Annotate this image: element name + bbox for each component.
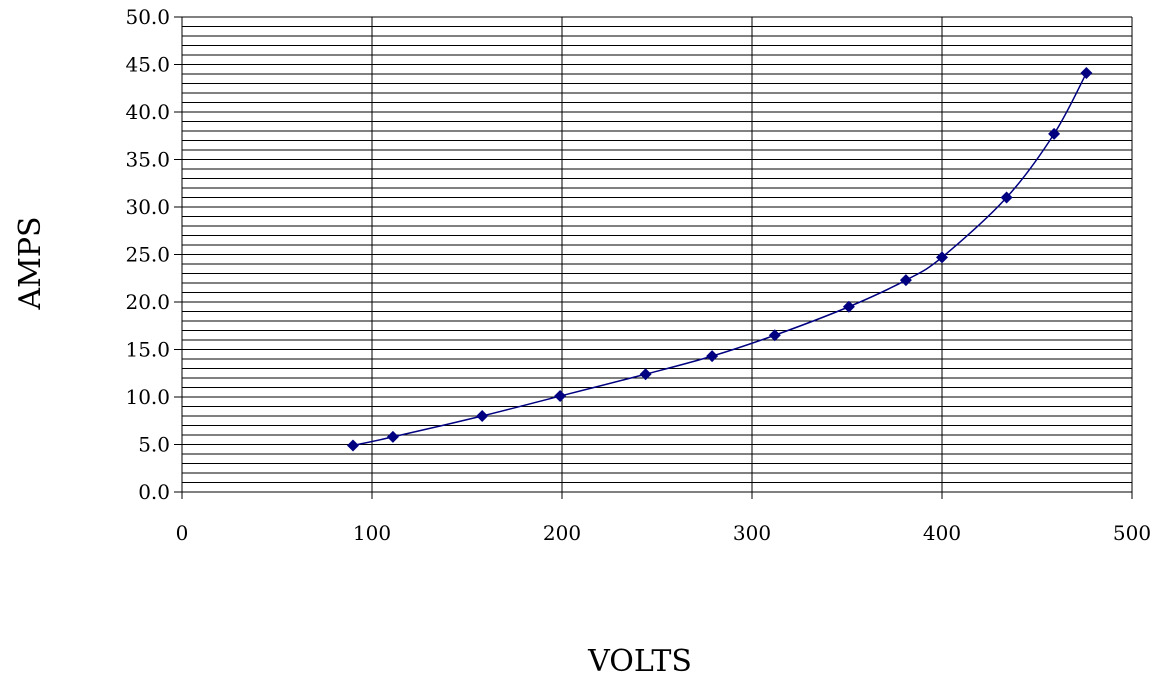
data-point-marker — [347, 439, 359, 452]
y-tick-label: 25.0 — [125, 243, 170, 267]
data-point-marker — [936, 251, 948, 264]
y-tick-label: 45.0 — [125, 53, 170, 77]
data-point-marker — [554, 390, 567, 403]
y-tick-label: 0.0 — [138, 480, 170, 504]
y-tick-label: 15.0 — [125, 338, 170, 362]
x-tick-label: 400 — [923, 521, 961, 545]
axes — [174, 16, 1133, 499]
data-point-marker — [1000, 191, 1013, 204]
y-tick-label: 30.0 — [125, 195, 170, 219]
x-tick-label: 500 — [1113, 521, 1151, 545]
data-point-marker — [899, 274, 912, 287]
y-tick-label: 35.0 — [125, 148, 170, 172]
x-axis-title: VOLTS — [587, 644, 692, 675]
data-point-marker — [476, 410, 489, 422]
data-point-marker — [768, 329, 781, 342]
x-tick-label: 100 — [353, 521, 391, 545]
x-tick-label: 300 — [733, 521, 771, 545]
data-point-marker — [1048, 127, 1061, 140]
series — [347, 67, 1093, 452]
y-tick-label: 40.0 — [125, 100, 170, 124]
data-point-marker — [1080, 67, 1093, 80]
data-point-marker — [639, 368, 652, 381]
grid — [182, 16, 1133, 492]
data-point-marker — [706, 350, 719, 363]
y-axis-title: AMPS — [13, 216, 48, 310]
y-tick-label: 20.0 — [125, 290, 170, 314]
tick-labels: 0.0 5.0 10.0 15.0 20.0 25.0 30.0 35.0 40.0 45.0 50… — [125, 5, 1151, 545]
y-tick-label: 50.0 — [125, 5, 170, 29]
data-point-marker — [386, 430, 399, 443]
x-tick-label: 0 — [176, 521, 189, 545]
y-tick-label: 5.0 — [138, 433, 170, 457]
y-tick-label: 10.0 — [125, 385, 170, 409]
series-line — [352, 72, 1088, 447]
x-tick-label: 200 — [543, 521, 581, 545]
data-point-marker — [842, 300, 855, 313]
